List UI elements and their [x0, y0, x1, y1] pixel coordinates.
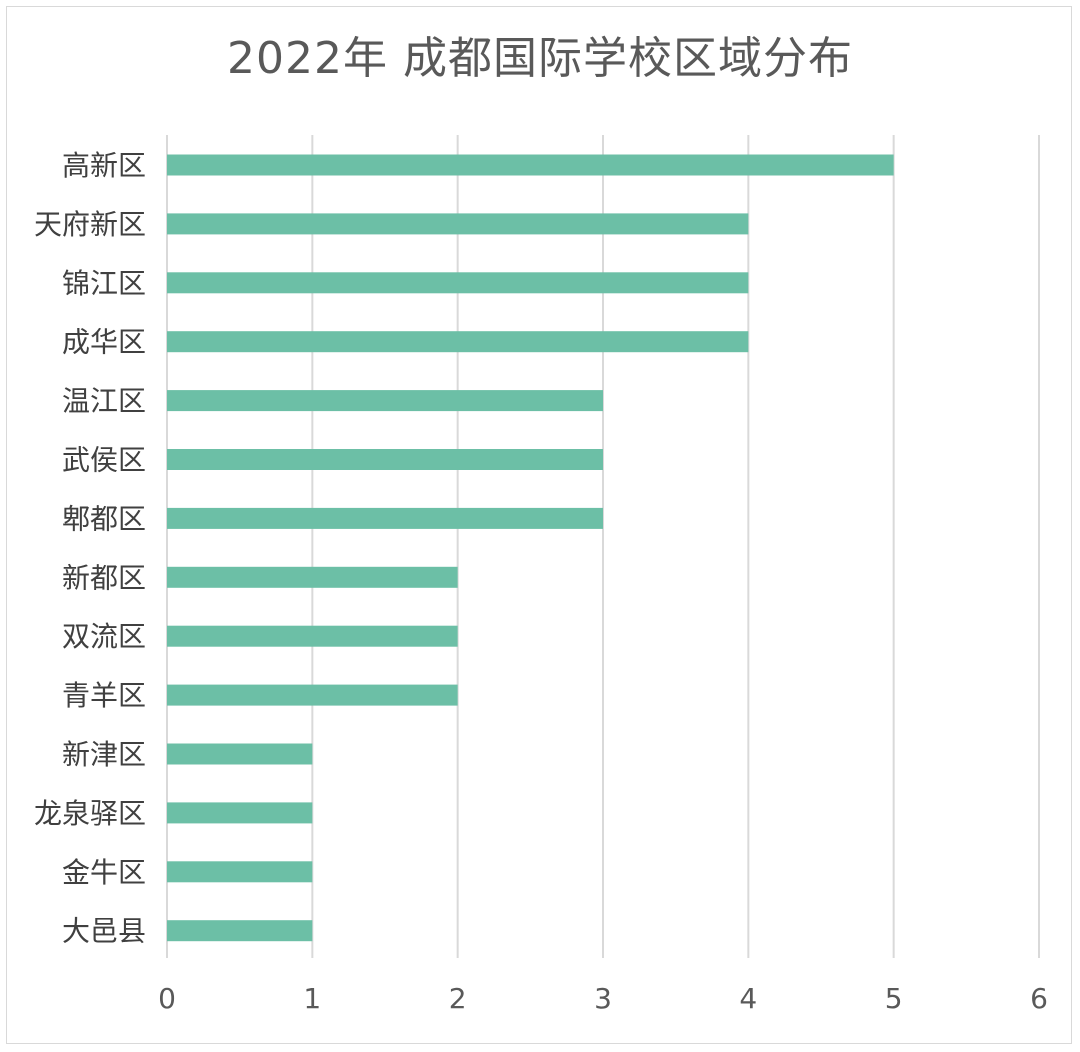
- bars: [167, 154, 894, 942]
- bar: [167, 272, 749, 294]
- x-tick-label: 6: [1030, 982, 1048, 1015]
- category-labels: 高新区天府新区锦江区成华区温江区武侯区郫都区新都区双流区青羊区新津区龙泉驿区金牛…: [34, 149, 146, 948]
- category-label: 天府新区: [34, 208, 146, 241]
- category-label: 高新区: [62, 149, 146, 182]
- x-tick-label: 4: [739, 982, 757, 1015]
- category-label: 武侯区: [62, 444, 146, 477]
- x-tick-label: 3: [594, 982, 612, 1015]
- bar: [167, 684, 458, 706]
- x-tick-label: 5: [885, 982, 903, 1015]
- category-label: 大邑县: [62, 915, 146, 948]
- category-label: 锦江区: [62, 267, 146, 300]
- x-tick-label: 0: [158, 982, 176, 1015]
- bar: [167, 213, 749, 235]
- x-tick-labels: 0 1 2 3 4 5 6: [158, 982, 1048, 1015]
- category-label: 新都区: [62, 561, 146, 594]
- category-label: 龙泉驿区: [34, 797, 146, 830]
- x-tick-label: 1: [303, 982, 321, 1015]
- category-label: 成华区: [62, 326, 146, 359]
- category-label: 温江区: [62, 385, 146, 418]
- bar: [167, 743, 313, 765]
- category-label: 青羊区: [62, 679, 146, 712]
- x-tick-label: 2: [449, 982, 467, 1015]
- category-label: 金牛区: [62, 856, 146, 889]
- chart-title: 2022年 成都国际学校区域分布: [227, 33, 853, 84]
- gridlines: [166, 135, 1040, 958]
- category-label: 双流区: [62, 620, 146, 653]
- bar: [167, 920, 313, 942]
- category-label: 新津区: [62, 738, 146, 771]
- bar: [167, 566, 458, 588]
- bar: [167, 390, 603, 412]
- bar: [167, 449, 603, 470]
- bar: [167, 331, 749, 353]
- bar: [167, 625, 458, 647]
- bar: [167, 861, 313, 883]
- bar: [167, 802, 313, 824]
- category-label: 郫都区: [62, 502, 146, 535]
- bar: [167, 154, 894, 176]
- bar: [167, 507, 603, 529]
